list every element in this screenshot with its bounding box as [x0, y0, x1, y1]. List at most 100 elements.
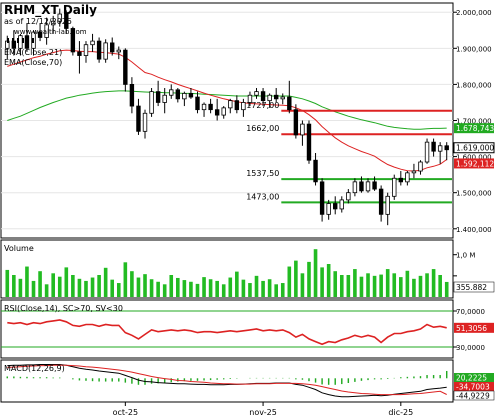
- x-tick-label: oct-25: [113, 408, 139, 417]
- volume-tick-label: 1,0 M: [456, 252, 475, 260]
- volume-bar: [195, 283, 200, 297]
- candle-body: [228, 100, 233, 109]
- volume-bar: [77, 278, 82, 297]
- volume-bar: [339, 275, 344, 297]
- candle-body: [188, 93, 194, 98]
- price-tag-label: 1.678,743: [456, 124, 494, 133]
- rsi-tick-label: 30,0000: [456, 344, 485, 352]
- volume-bar: [235, 271, 239, 297]
- candle-body: [418, 161, 423, 172]
- candle-body: [300, 123, 305, 136]
- rsi-title: RSI(Close,14), SC>70, SV<30: [4, 304, 123, 313]
- volume-bar: [228, 277, 233, 297]
- candle-body: [201, 103, 207, 111]
- macd-title: MACD(12,26,9): [4, 364, 65, 373]
- volume-bar: [221, 284, 226, 297]
- as-of-date: as of 12/12/2025: [4, 17, 72, 26]
- wealth-lab-logo-icon: [7, 38, 34, 43]
- candle-body: [57, 13, 62, 22]
- price-tag-label: 1.619,000: [456, 144, 494, 153]
- volume-last-label: 355.882: [456, 283, 487, 292]
- volume-bar: [123, 262, 128, 297]
- ema21-series: [7, 49, 447, 172]
- volume-bar: [103, 267, 108, 297]
- candle-body: [359, 181, 364, 192]
- candle-body: [247, 94, 253, 103]
- x-tick-label: nov-25: [249, 408, 277, 417]
- volume-bar: [412, 278, 416, 297]
- volume-bar: [333, 271, 338, 297]
- candle-body: [437, 145, 443, 152]
- volume-bar: [326, 264, 331, 297]
- price-tick-label: 1.800,000: [456, 81, 492, 89]
- level-label: 1473,00: [246, 192, 279, 201]
- candle-body: [64, 13, 69, 29]
- volume-bar: [405, 270, 410, 297]
- volume-bar: [346, 275, 351, 297]
- candle-body: [254, 91, 259, 96]
- candle-body: [214, 109, 220, 116]
- candle-body: [260, 91, 266, 102]
- candle-body: [267, 94, 272, 102]
- volume-bar: [84, 280, 88, 297]
- candle-body: [398, 177, 404, 183]
- candle-body: [90, 40, 95, 46]
- site-url: www.wealth-lab.com: [14, 28, 87, 36]
- volume-bar: [418, 275, 423, 297]
- signal-series: [7, 364, 447, 396]
- volume-bar: [143, 274, 147, 297]
- candle-body: [424, 141, 430, 163]
- candle-body: [346, 192, 351, 201]
- candle-body: [136, 105, 141, 132]
- candle-body: [110, 42, 115, 53]
- price-tick-label: 1.900,000: [456, 45, 492, 53]
- price-tick-label: 1.700,000: [456, 118, 492, 126]
- volume-bar: [444, 281, 449, 297]
- volume-bar: [97, 275, 101, 297]
- price-tag-box: [453, 142, 495, 154]
- volume-bar: [31, 280, 36, 297]
- candle-body: [313, 159, 318, 183]
- volume-bar: [300, 273, 305, 297]
- price-tag-label: 1.592,112: [456, 159, 494, 168]
- candle-body: [378, 188, 384, 215]
- volume-bar: [51, 273, 55, 297]
- volume-bar: [57, 276, 62, 297]
- candle-body: [149, 91, 154, 114]
- volume-bar: [274, 284, 278, 297]
- candle-body: [182, 93, 187, 100]
- volume-bar: [202, 277, 206, 297]
- volume-bar: [248, 283, 252, 297]
- candle-body: [273, 94, 279, 100]
- level-label: 1662,00: [246, 124, 279, 133]
- volume-bar: [267, 279, 272, 297]
- macd-axis: 20,2225-34,7003-44,9229: [453, 373, 495, 401]
- volume-title: Volume: [4, 244, 34, 253]
- volume-bar: [215, 280, 219, 297]
- price-tick-label: 1.500,000: [456, 190, 492, 198]
- candle-body: [142, 112, 148, 132]
- candle-body: [352, 181, 358, 194]
- macd-last-box: [453, 390, 495, 401]
- volume-bar: [90, 277, 95, 297]
- x-axis: oct-25 nov-25 dic-25: [113, 402, 413, 417]
- candle-body: [96, 40, 102, 60]
- candle-body: [405, 172, 410, 183]
- volume-bars: [5, 249, 449, 297]
- volume-bar: [372, 275, 377, 297]
- volume-bar: [176, 277, 180, 297]
- volume-bar: [438, 275, 442, 297]
- volume-bar: [294, 260, 298, 297]
- volume-last-box: [453, 281, 495, 293]
- rsi-tick-label: 70,0000: [456, 308, 485, 316]
- volume-bar: [320, 267, 324, 297]
- candle-body: [195, 96, 200, 111]
- volume-bar: [38, 271, 42, 297]
- macd-last-label: 20,2225: [456, 374, 487, 383]
- candle-body: [129, 84, 135, 107]
- candle-body: [411, 170, 417, 174]
- candle-body: [83, 44, 89, 56]
- volume-bar: [110, 279, 115, 297]
